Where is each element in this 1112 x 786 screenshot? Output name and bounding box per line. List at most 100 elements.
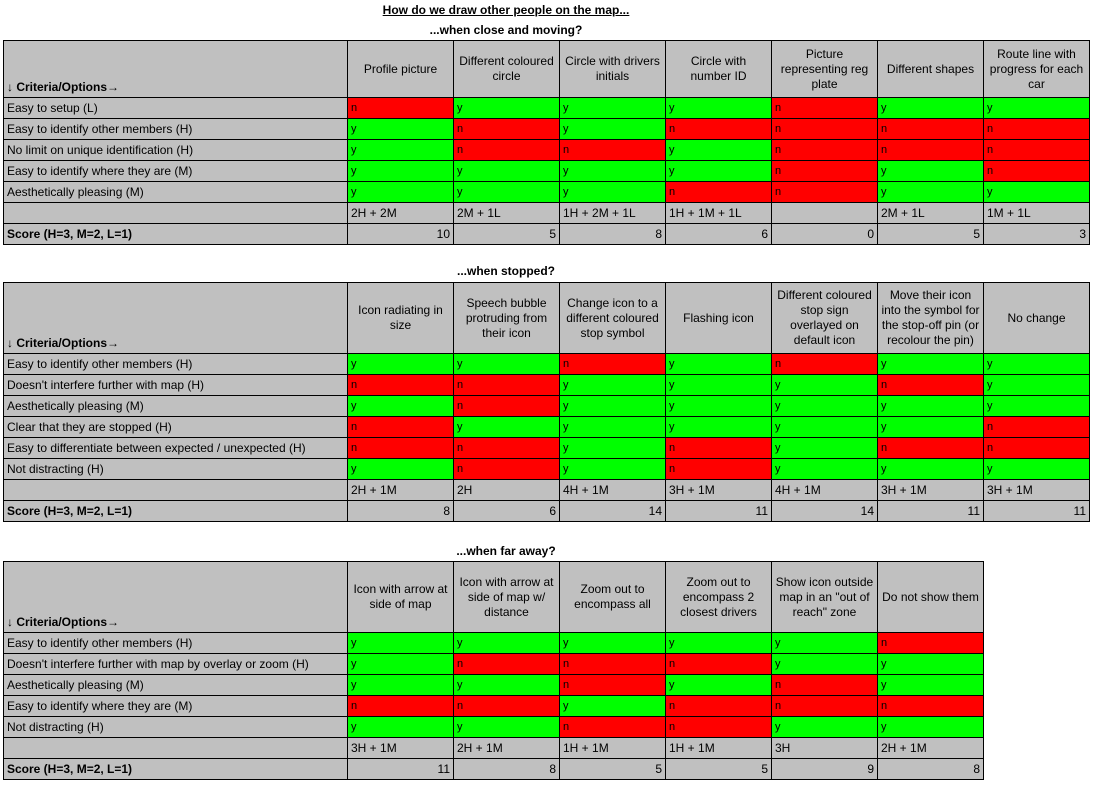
criteria-row: Easy to identify where they are (M) y y y y n… (3, 160, 1090, 182)
option-header: No change (983, 282, 1090, 354)
yes-cell: y (665, 395, 772, 417)
criteria-label: Easy to identify other members (H) (3, 632, 348, 654)
no-cell: n (771, 118, 878, 140)
option-header: Different coloured stop sign overlayed o… (771, 282, 878, 354)
no-cell: n (771, 181, 878, 203)
option-header: Icon radiating in size (347, 282, 454, 354)
score-cell: 5 (665, 758, 772, 780)
summary-cell: 2M + 1L (453, 202, 560, 224)
yes-cell: y (877, 181, 984, 203)
yes-cell: y (559, 374, 666, 396)
criteria-row: Easy to setup (L) n y y y n y y (3, 97, 1090, 119)
section-title-stopped: ...when stopped? (457, 264, 555, 278)
no-cell: n (665, 716, 772, 738)
yes-cell: y (453, 674, 560, 696)
score-cell: 5 (453, 223, 560, 245)
summary-label (3, 737, 348, 759)
criteria-label: Doesn't interfere further with map by ov… (3, 653, 348, 675)
criteria-label: Clear that they are stopped (H) (3, 416, 348, 438)
summary-cell: 3H + 1M (877, 479, 984, 501)
summary-cell (771, 202, 878, 224)
option-header: Show icon outside map in an "out of reac… (771, 561, 878, 633)
score-cell: 3 (983, 223, 1090, 245)
option-header: Circle with number ID (665, 40, 772, 98)
yes-cell: y (983, 458, 1090, 480)
no-cell: n (877, 695, 984, 717)
no-cell: n (453, 374, 560, 396)
option-header: Icon with arrow at side of map (347, 561, 454, 633)
yes-cell: y (983, 395, 1090, 417)
yes-cell: y (347, 653, 454, 675)
criteria-label: No limit on unique identification (H) (3, 139, 348, 161)
no-cell: n (771, 97, 878, 119)
no-cell: n (559, 353, 666, 375)
yes-cell: y (665, 97, 772, 119)
criteria-row: Aesthetically pleasing (M) y n y y y y y (3, 395, 1090, 417)
score-cell: 11 (665, 500, 772, 522)
option-header: Speech bubble protruding from their icon (453, 282, 560, 354)
yes-cell: y (665, 416, 772, 438)
yes-cell: y (877, 160, 984, 182)
summary-cell: 3H + 1M (665, 479, 772, 501)
summary-cell: 4H + 1M (559, 479, 666, 501)
summary-cell: 3H + 1M (347, 737, 454, 759)
score-cell: 9 (771, 758, 878, 780)
summary-cell: 3H + 1M (983, 479, 1090, 501)
score-cell: 14 (559, 500, 666, 522)
no-cell: n (347, 374, 454, 396)
yes-cell: y (347, 160, 454, 182)
yes-cell: y (983, 353, 1090, 375)
page-title: How do we draw other people on the map..… (382, 3, 630, 17)
yes-cell: y (347, 353, 454, 375)
yes-cell: y (559, 160, 666, 182)
no-cell: n (877, 139, 984, 161)
no-cell: n (347, 695, 454, 717)
score-cell: 14 (771, 500, 878, 522)
yes-cell: y (665, 160, 772, 182)
yes-cell: y (559, 97, 666, 119)
yes-cell: y (665, 139, 772, 161)
no-cell: n (877, 632, 984, 654)
score-label: Score (H=3, M=2, L=1) (3, 500, 348, 522)
criteria-label: Not distracting (H) (3, 716, 348, 738)
option-header: Flashing icon (665, 282, 772, 354)
no-cell: n (347, 97, 454, 119)
yes-cell: y (877, 458, 984, 480)
criteria-label: Doesn't interfere further with map (H) (3, 374, 348, 396)
criteria-row: Easy to identify where they are (M) n n y n n… (3, 695, 984, 717)
summary-cell: 1H + 2M + 1L (559, 202, 666, 224)
option-header: Different coloured circle (453, 40, 560, 98)
option-header: Different shapes (877, 40, 984, 98)
criteria-row: Aesthetically pleasing (M) y y n y n y (3, 674, 984, 696)
yes-cell: y (665, 632, 772, 654)
option-header: Change icon to a different coloured stop… (559, 282, 666, 354)
section-title-moving: ...when close and moving? (429, 23, 583, 37)
yes-cell: y (771, 458, 878, 480)
option-header: Icon with arrow at side of map w/ distan… (453, 561, 560, 633)
yes-cell: y (347, 458, 454, 480)
score-cell: 8 (453, 758, 560, 780)
criteria-options-header: ↓ Criteria/Options→ (3, 40, 348, 98)
table-stopped: ↓ Criteria/Options→ Icon radiating in siz… (3, 282, 1090, 522)
yes-cell: y (877, 97, 984, 119)
yes-cell: y (983, 181, 1090, 203)
yes-cell: y (983, 374, 1090, 396)
no-cell: n (665, 458, 772, 480)
yes-cell: y (771, 374, 878, 396)
summary-cell: 2H + 1M (453, 737, 560, 759)
criteria-label: Not distracting (H) (3, 458, 348, 480)
summary-cell: 2H + 2M (347, 202, 454, 224)
yes-cell: y (347, 395, 454, 417)
no-cell: n (771, 674, 878, 696)
criteria-row: Easy to identify other members (H) y y y y y n (3, 632, 984, 654)
criteria-label: Aesthetically pleasing (M) (3, 395, 348, 417)
score-cell: 5 (877, 223, 984, 245)
option-header: Move their icon into the symbol for the … (877, 282, 984, 354)
criteria-row: Aesthetically pleasing (M) y y y n n y y (3, 181, 1090, 203)
no-cell: n (983, 437, 1090, 459)
table-moving: ↓ Criteria/Options→ Profile picture Differ… (3, 40, 1090, 245)
score-label: Score (H=3, M=2, L=1) (3, 758, 348, 780)
score-cell: 11 (877, 500, 984, 522)
summary-cell: 2H + 1M (347, 479, 454, 501)
summary-label (3, 202, 348, 224)
